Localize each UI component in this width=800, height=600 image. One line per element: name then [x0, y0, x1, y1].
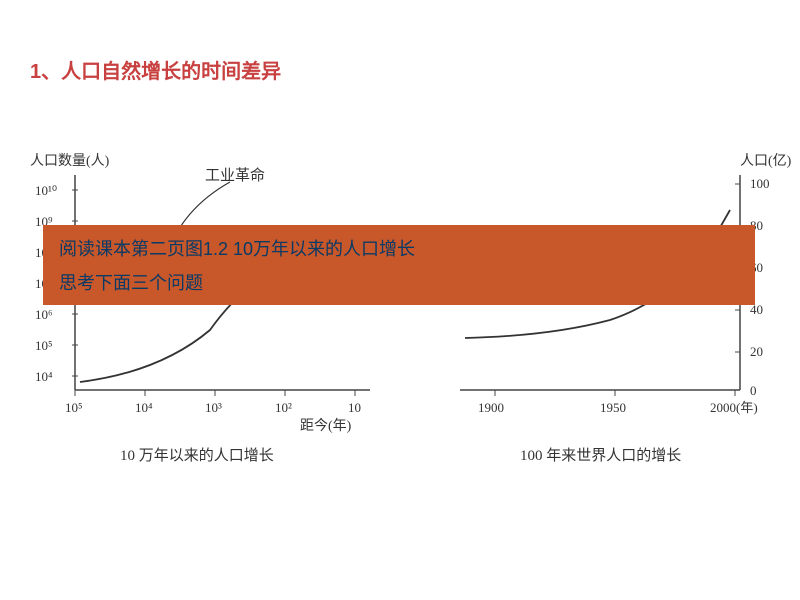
left-caption: 10 万年以来的人口增长 [120, 447, 274, 464]
ytick: 10⁶ [35, 307, 53, 322]
xtick: 10² [275, 400, 292, 415]
right-caption: 100 年来世界人口的增长 [520, 447, 681, 464]
annotation-label: 工业革命 [205, 166, 265, 184]
ytick: 100 [750, 176, 770, 191]
instruction-box: 阅读课本第二页图1.2 10万年以来的人口增长 思考下面三个问题 [43, 225, 755, 305]
ytick: 20 [750, 344, 763, 359]
xtick: 1950 [600, 400, 626, 415]
page-title: 1、人口自然增长的时间差异 [30, 55, 281, 84]
xtick: 10³ [205, 400, 222, 415]
left-chart: 人口数量(人) 10¹⁰ 10⁹ 10⁸ 10⁷ 10⁶ 10⁵ 10⁴ [10, 140, 410, 470]
xlabel-anchor: 2000(年) [710, 400, 758, 415]
ytick: 10⁵ [35, 338, 53, 353]
ytick: 10¹⁰ [35, 183, 57, 198]
xtick: 10⁴ [135, 400, 153, 415]
ytick: 0 [750, 383, 757, 398]
instruction-line1: 阅读课本第二页图1.2 10万年以来的人口增长 [59, 235, 739, 261]
ytick: 10⁴ [35, 369, 53, 384]
left-x-label: 距今(年) [300, 418, 352, 434]
right-chart-svg: 人口(亿) 100 80 60 40 20 0 1900 1950 2000(年… [410, 140, 800, 470]
right-chart: 人口(亿) 100 80 60 40 20 0 1900 1950 2000(年… [410, 140, 800, 470]
xtick: 10⁵ [65, 400, 83, 415]
left-chart-svg: 人口数量(人) 10¹⁰ 10⁹ 10⁸ 10⁷ 10⁶ 10⁵ 10⁴ [10, 140, 410, 470]
xtick: 1900 [478, 400, 504, 415]
instruction-line2: 思考下面三个问题 [59, 269, 739, 295]
right-y-label: 人口(亿) [740, 153, 792, 169]
xtick: 10 [348, 400, 361, 415]
left-y-label: 人口数量(人) [30, 153, 110, 169]
charts-container: 人口数量(人) 10¹⁰ 10⁹ 10⁸ 10⁷ 10⁶ 10⁵ 10⁴ [10, 140, 790, 470]
